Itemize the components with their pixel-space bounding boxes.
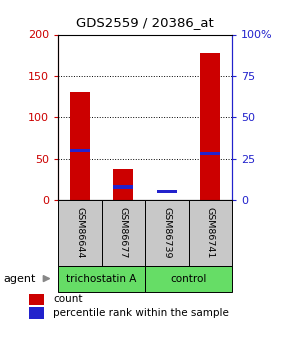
Text: GSM86644: GSM86644 [75,207,84,258]
Text: GSM86677: GSM86677 [119,207,128,258]
Bar [157,190,177,194]
Bar [29,294,44,305]
Bar [102,200,145,266]
Bar [70,92,90,200]
Text: GDS2559 / 20386_at: GDS2559 / 20386_at [76,16,214,29]
Text: percentile rank within the sample: percentile rank within the sample [53,308,229,318]
Text: agent: agent [3,274,35,284]
Bar [145,200,188,266]
Bar [113,185,133,188]
Text: GSM86739: GSM86739 [162,207,171,259]
Bar [70,149,90,152]
Bar [58,200,102,266]
Bar [113,169,133,200]
Text: count: count [53,294,82,304]
Bar [200,152,220,155]
Bar [145,266,232,292]
Text: trichostatin A: trichostatin A [66,274,137,284]
Text: control: control [170,274,207,284]
Bar [29,307,44,318]
Bar [58,266,145,292]
Bar [200,53,220,200]
Bar [188,200,232,266]
Text: GSM86741: GSM86741 [206,207,215,258]
